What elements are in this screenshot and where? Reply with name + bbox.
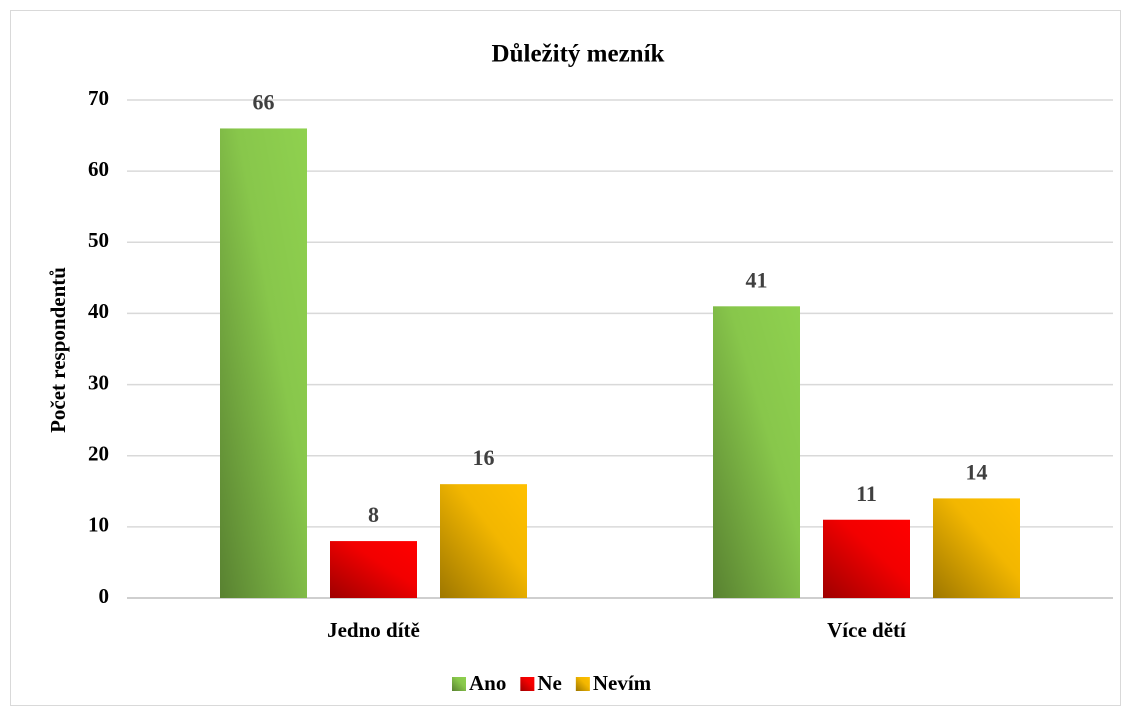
y-tick-label: 40	[88, 299, 109, 323]
legend-label: Ano	[469, 671, 506, 695]
x-tick-label: Více dětí	[827, 618, 907, 642]
data-label: 14	[966, 459, 988, 484]
y-tick-label: 10	[88, 513, 109, 537]
legend-label: Nevím	[593, 671, 652, 695]
bar-shade	[330, 541, 417, 598]
y-tick-label: 0	[99, 584, 110, 608]
y-tick-label: 20	[88, 442, 109, 466]
bar-shade	[440, 484, 527, 598]
y-tick-label: 50	[88, 228, 109, 252]
legend-label: Ne	[537, 671, 562, 695]
data-label: 8	[368, 502, 379, 527]
bar-shade	[823, 519, 910, 598]
data-label: 11	[856, 481, 877, 506]
chart-border	[10, 10, 1121, 706]
data-label: 66	[253, 90, 275, 115]
y-tick-label: 30	[88, 370, 109, 394]
x-tick-label: Jedno dítě	[327, 618, 420, 642]
bar-shade	[933, 498, 1020, 598]
chart-title: Důležitý mezník	[492, 41, 665, 68]
data-label: 16	[473, 445, 495, 470]
y-tick-label: 60	[88, 157, 109, 181]
legend-swatch-shade	[575, 677, 590, 691]
bar-shade	[713, 306, 800, 598]
legend-swatch-shade	[520, 677, 535, 691]
legend-swatch-shade	[452, 677, 466, 691]
data-label: 41	[746, 267, 768, 292]
bar-shade	[220, 128, 307, 598]
y-tick-label: 70	[88, 86, 109, 110]
y-axis-label: Počet respondentů	[46, 267, 70, 433]
